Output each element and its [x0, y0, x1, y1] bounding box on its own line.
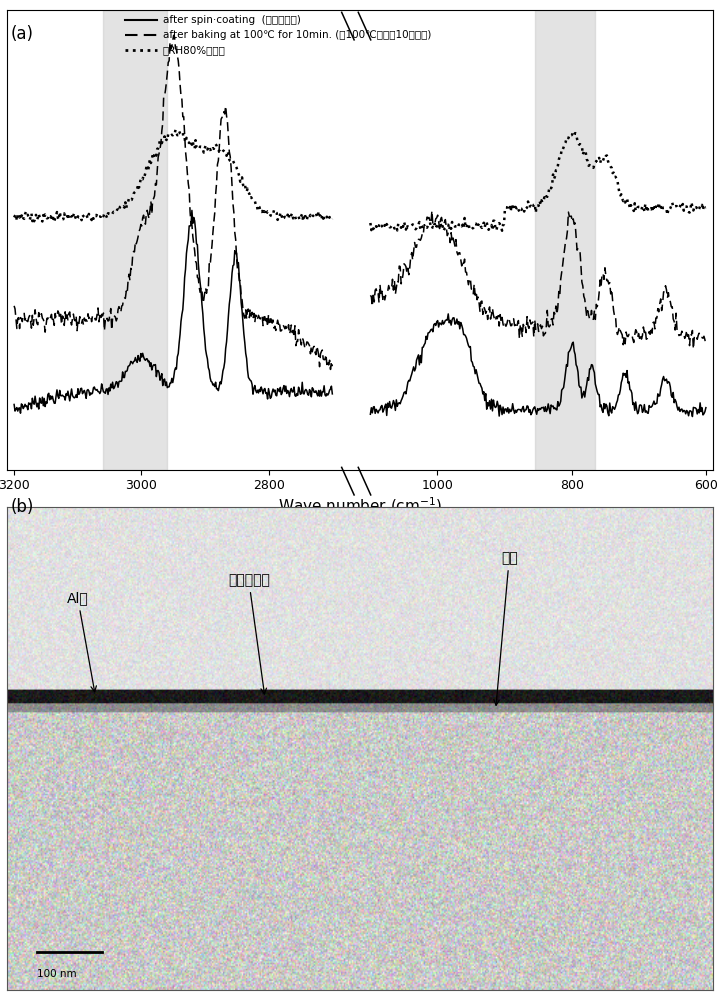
Bar: [535, 10, 595, 470]
Text: 100 nm: 100 nm: [37, 969, 76, 979]
Legend: after spin·coating  (旋转涂布后), after baking at 100℃ for 10min. (在100℃，加热10分钟后), 在R: after spin·coating (旋转涂布后), after baking…: [125, 15, 431, 56]
Text: Al层: Al层: [67, 591, 96, 692]
Text: 聚合物刷层: 聚合物刷层: [228, 573, 270, 694]
Text: (b): (b): [11, 498, 34, 516]
Text: 漆层: 漆层: [494, 551, 518, 705]
X-axis label: Wave number (cm$^{-1}$)
波数: Wave number (cm$^{-1}$) 波数: [278, 495, 442, 533]
Bar: [103, 10, 167, 470]
Text: (a): (a): [11, 25, 34, 43]
